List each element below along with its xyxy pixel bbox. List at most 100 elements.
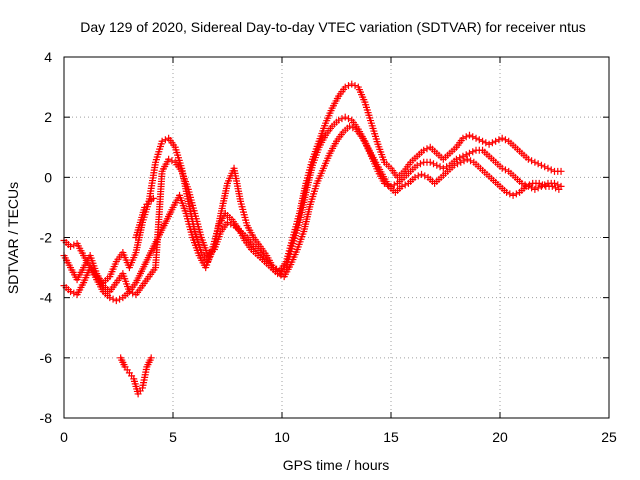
data-point xyxy=(450,161,458,169)
data-point-fill xyxy=(469,148,477,156)
x-tick-label: 0 xyxy=(60,429,68,445)
axis-ticks: 0 5 10 15 20 25 -8 -6 -4 -2 0 2 4 xyxy=(40,49,617,445)
data-point xyxy=(548,182,556,190)
x-tick-label: 15 xyxy=(383,429,399,445)
data-point-fill xyxy=(401,181,409,189)
data-point-fill xyxy=(460,157,468,165)
data-point-fill xyxy=(501,136,509,144)
y-axis-label: SDTVAR / TECUs xyxy=(5,182,21,294)
x-tick-label: 25 xyxy=(601,429,617,445)
data-point xyxy=(459,134,467,142)
data-point xyxy=(498,164,506,172)
data-point-fill xyxy=(416,160,424,168)
data-point-fill xyxy=(534,160,542,168)
data-point-fill xyxy=(534,184,542,192)
data-point-fill xyxy=(161,136,169,144)
data-point xyxy=(420,146,428,154)
data-point xyxy=(439,164,447,172)
data-point xyxy=(112,297,120,305)
data-point xyxy=(158,137,166,145)
data-point xyxy=(518,179,526,187)
data-point xyxy=(67,243,75,251)
data-point xyxy=(531,158,539,166)
data-point-fill xyxy=(168,157,176,165)
data-point xyxy=(557,167,565,175)
data-point-fill xyxy=(462,133,470,141)
data-point-fill xyxy=(351,82,359,90)
data-point xyxy=(463,155,471,163)
data-point-fill xyxy=(528,157,536,165)
data-point-fill xyxy=(469,133,477,141)
data-point-fill xyxy=(552,184,560,192)
data-point xyxy=(274,270,282,278)
data-point-fill xyxy=(116,295,124,303)
plot-frame xyxy=(63,56,610,419)
data-point-fill xyxy=(421,172,429,180)
data-point xyxy=(555,185,563,193)
data-point xyxy=(457,158,465,166)
data-point xyxy=(348,80,356,88)
data-point xyxy=(426,158,434,166)
data-point xyxy=(398,182,406,190)
y-tick-label: -4 xyxy=(40,290,53,306)
data-point-fill xyxy=(541,163,549,171)
x-tick-label: 10 xyxy=(274,429,290,445)
x-tick-label: 20 xyxy=(492,429,508,445)
chart-title: Day 129 of 2020, Sidereal Day-to-day VTE… xyxy=(80,19,586,35)
data-point xyxy=(524,155,532,163)
data-point-fill xyxy=(344,82,352,90)
data-point-fill xyxy=(467,157,475,165)
data-point-fill xyxy=(70,289,78,297)
data-point-fill xyxy=(430,160,438,168)
data-point-fill xyxy=(525,181,533,189)
y-tick-label: 2 xyxy=(44,109,52,125)
data-point xyxy=(341,113,349,121)
data-point xyxy=(418,170,426,178)
grid-lines xyxy=(64,57,609,418)
data-point-fill xyxy=(436,163,444,171)
data-point xyxy=(498,134,506,142)
y-tick-label: -8 xyxy=(40,410,53,426)
data-point-fill xyxy=(390,181,398,189)
data-point xyxy=(165,155,173,163)
data-point xyxy=(479,137,487,145)
data-point xyxy=(346,122,354,130)
data-point xyxy=(459,152,467,160)
y-tick-label: 4 xyxy=(44,49,52,65)
data-point xyxy=(485,140,493,148)
data-point-fill xyxy=(547,166,555,174)
data-point xyxy=(503,188,511,196)
data-point xyxy=(465,131,473,139)
data-point-fill xyxy=(277,271,285,279)
data-point xyxy=(335,116,343,124)
data-point-fill xyxy=(539,181,547,189)
y-tick-label: -6 xyxy=(40,350,53,366)
data-point-fill xyxy=(506,190,514,198)
data-point xyxy=(535,179,543,187)
data-point-fill xyxy=(475,136,483,144)
data-point xyxy=(522,182,530,190)
data-point xyxy=(413,161,421,169)
data-point xyxy=(106,294,114,302)
data-point xyxy=(465,149,473,157)
data-point xyxy=(67,288,75,296)
data-point xyxy=(341,83,349,91)
data-point-fill xyxy=(512,190,520,198)
data-point xyxy=(433,161,441,169)
series-track-5 xyxy=(132,194,157,241)
x-tick-label: 5 xyxy=(169,429,177,445)
data-point xyxy=(492,137,500,145)
data-point-fill xyxy=(344,115,352,123)
data-point xyxy=(472,134,480,142)
data-point xyxy=(452,155,460,163)
data-point-fill xyxy=(456,154,464,162)
data-point xyxy=(537,161,545,169)
data-point-fill xyxy=(462,151,470,159)
data-point xyxy=(224,218,231,226)
data-point xyxy=(531,185,539,193)
series-track-1 xyxy=(60,80,565,287)
data-point-fill xyxy=(482,139,490,147)
data-point-fill xyxy=(70,241,78,249)
data-point-fill xyxy=(414,172,422,180)
data-point xyxy=(509,191,517,199)
